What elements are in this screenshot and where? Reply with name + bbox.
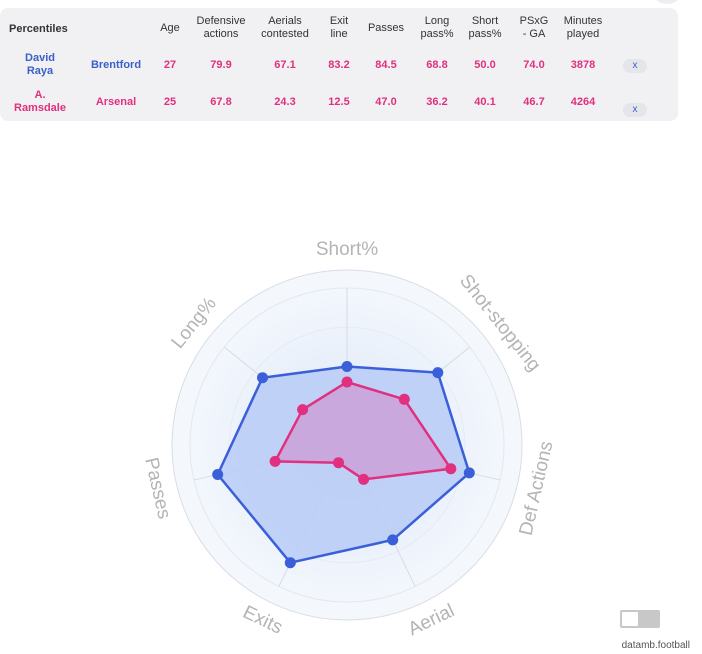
aerials-contested-ramsdale: 24.3 <box>274 96 296 108</box>
footer-credit: datamb.football <box>621 640 690 651</box>
data-point-ramsdale-5 <box>333 457 344 469</box>
data-point-raya-7 <box>257 372 268 384</box>
data-point-raya-3 <box>463 467 475 479</box>
percentiles-header: Percentiles <box>9 23 68 35</box>
data-point-raya-6 <box>212 469 224 480</box>
remove-raya-button[interactable]: x <box>623 59 647 73</box>
passes-raya: 84.5 <box>375 59 397 71</box>
passes-ramsdale: 47.0 <box>375 96 397 108</box>
axis-label-passes: Passes <box>140 456 174 521</box>
aerials-contested-raya: 67.1 <box>274 59 296 71</box>
minutes-played-raya: 3878 <box>570 59 596 71</box>
player-name-ramsdale[interactable]: A. Ramsdale <box>14 89 66 114</box>
short-pass-raya: 50.0 <box>474 59 496 71</box>
toggle-knob <box>622 612 638 626</box>
radar-series-layer <box>212 361 475 569</box>
data-point-ramsdale-7 <box>297 404 309 416</box>
axis-label-short: Short% <box>316 239 378 260</box>
data-point-ramsdale-3 <box>445 463 457 475</box>
data-point-raya-5 <box>284 557 296 569</box>
data-point-raya-2 <box>432 367 444 379</box>
long-pass-raya: 68.8 <box>426 59 448 71</box>
long-pass-ramsdale: 36.2 <box>426 96 448 108</box>
age-ramsdale: 25 <box>163 96 177 108</box>
header-aerials-contested: Aerials contested <box>261 15 309 40</box>
age-raya: 27 <box>163 59 177 71</box>
header-psxg-ga: PSxG - GA <box>519 15 549 40</box>
exit-line-raya: 83.2 <box>328 59 350 71</box>
header-minutes-played: Minutes played <box>563 15 603 40</box>
remove-ramsdale-button[interactable]: x <box>623 103 647 117</box>
exit-line-ramsdale: 12.5 <box>328 96 350 108</box>
defensive-actions-ramsdale: 67.8 <box>210 96 232 108</box>
header-short-pass: Short pass% <box>468 15 502 40</box>
defensive-actions-raya: 79.9 <box>210 59 232 71</box>
data-point-raya-4 <box>387 534 399 546</box>
psxg-ga-ramsdale: 46.7 <box>523 96 545 108</box>
team-raya: Brentford <box>90 59 142 71</box>
axis-label-exits: Exits <box>240 602 286 639</box>
series-area-ramsdale <box>273 380 453 481</box>
data-point-ramsdale-2 <box>398 393 410 405</box>
header-age: Age <box>160 22 180 34</box>
data-point-ramsdale-6 <box>269 455 281 467</box>
percentiles-table: Percentiles Age Defensive actions Aerial… <box>0 8 678 121</box>
data-point-ramsdale-4 <box>358 473 370 485</box>
header-long-pass: Long pass% <box>420 15 454 40</box>
header-passes: Passes <box>367 22 405 34</box>
psxg-ga-raya: 74.0 <box>523 59 545 71</box>
corner-decoration <box>650 0 684 4</box>
header-defensive-actions: Defensive actions <box>196 15 246 40</box>
data-point-raya-1 <box>341 361 353 372</box>
team-ramsdale: Arsenal <box>95 96 137 108</box>
data-point-ramsdale-1 <box>341 376 353 388</box>
minutes-played-ramsdale: 4264 <box>570 96 596 108</box>
header-exit-line: Exit line <box>329 15 349 40</box>
display-toggle[interactable] <box>620 610 660 628</box>
short-pass-ramsdale: 40.1 <box>474 96 496 108</box>
player-name-raya[interactable]: David Raya <box>25 52 55 77</box>
